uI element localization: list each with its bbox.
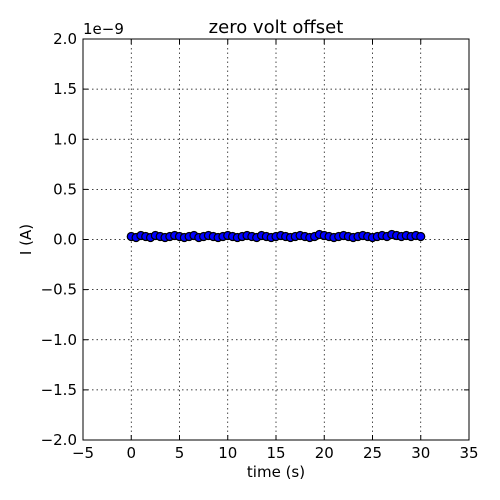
y-tick-labels: −2.0 −1.5 −1.0 −0.5 0.0 0.5 1.0 1.5 2.0: [41, 30, 77, 449]
x-tick-label: 20: [315, 444, 334, 462]
y-tick-label: −0.5: [41, 281, 77, 299]
x-tick-label: −5: [72, 444, 94, 462]
x-tick-labels: −5 0 5 10 15 20 25 30 35: [72, 444, 479, 462]
y-tick-label: 2.0: [53, 30, 77, 48]
y-tick-label: 1.5: [53, 80, 77, 98]
y-tick-label: −2.0: [41, 431, 77, 449]
x-axis-title: time (s): [247, 463, 305, 481]
axis-ticks: [82, 38, 470, 441]
chart-title: zero volt offset: [209, 17, 344, 38]
grid-lines: [83, 39, 469, 440]
y-axis-title: I (A): [17, 224, 35, 255]
x-tick-label: 35: [459, 444, 478, 462]
y-tick-label: 0.5: [53, 180, 77, 198]
x-tick-label: 15: [266, 444, 285, 462]
x-tick-label: 30: [411, 444, 430, 462]
x-tick-label: 10: [218, 444, 237, 462]
x-tick-label: 25: [363, 444, 382, 462]
data-points: [126, 229, 426, 243]
y-tick-label: −1.5: [41, 381, 77, 399]
y-tick-label: 1.0: [53, 130, 77, 148]
data-point: [416, 231, 426, 242]
y-tick-label: 0.0: [53, 231, 77, 249]
x-tick-label: 5: [175, 444, 185, 462]
y-tick-label: −1.0: [41, 331, 77, 349]
x-tick-label: 0: [126, 444, 136, 462]
y-axis-offset-label: 1e−9: [83, 20, 124, 38]
